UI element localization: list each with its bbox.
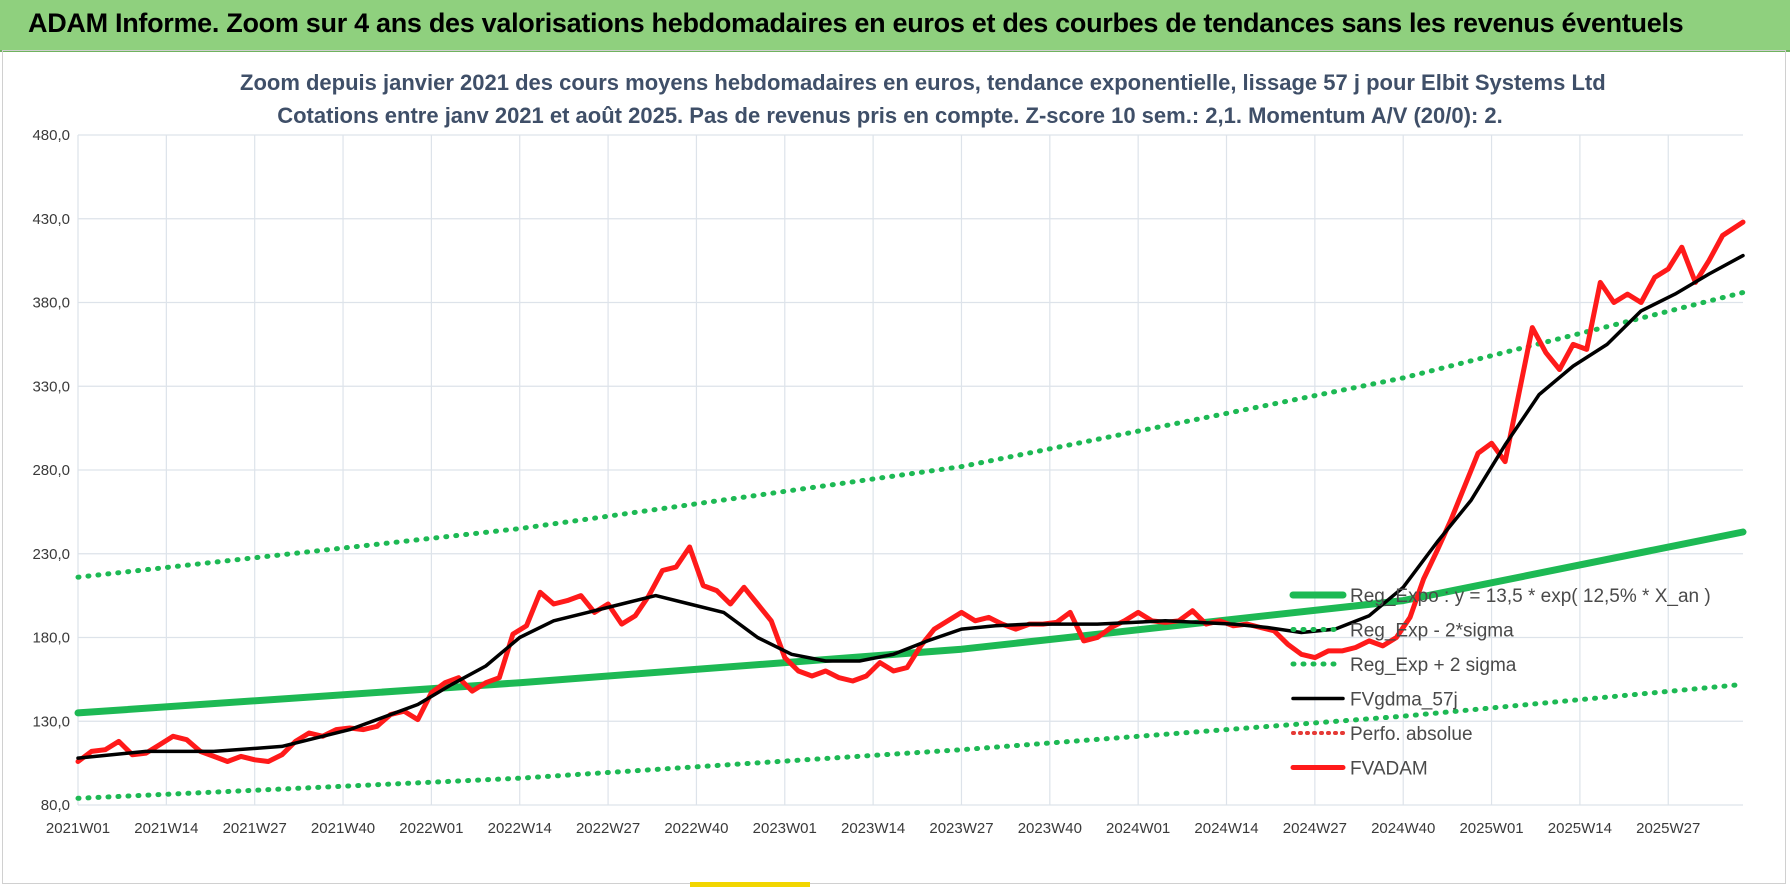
legend-label: Perfo. absolue bbox=[1350, 724, 1473, 745]
x-tick-label: 2025W01 bbox=[1459, 820, 1523, 837]
x-tick-label: 2022W14 bbox=[488, 820, 552, 837]
y-tick-label: 230,0 bbox=[32, 546, 70, 563]
x-tick-label: 2021W40 bbox=[311, 820, 375, 837]
legend-label: Reg_Expo : y = 13,5 * exp( 12,5% * X_an … bbox=[1350, 586, 1711, 607]
x-tick-label: 2021W14 bbox=[134, 820, 198, 837]
x-tick-label: 2024W40 bbox=[1371, 820, 1435, 837]
x-tick-label: 2023W40 bbox=[1018, 820, 1082, 837]
x-tick-label: 2024W01 bbox=[1106, 820, 1170, 837]
legend-label: FVgdma_57j bbox=[1350, 690, 1458, 711]
x-tick-label: 2023W14 bbox=[841, 820, 905, 837]
chart-title: Zoom depuis janvier 2021 des cours moyen… bbox=[240, 70, 1606, 95]
x-tick-label: 2023W27 bbox=[929, 820, 993, 837]
y-tick-label: 380,0 bbox=[32, 295, 70, 312]
legend-label: FVADAM bbox=[1350, 759, 1428, 780]
x-tick-label: 2023W01 bbox=[753, 820, 817, 837]
x-tick-label: 2024W14 bbox=[1194, 820, 1258, 837]
lower-band-line bbox=[75, 681, 1746, 801]
trend-line bbox=[74, 528, 1747, 717]
x-tick-label: 2021W27 bbox=[223, 820, 287, 837]
y-tick-label: 430,0 bbox=[32, 211, 70, 228]
x-tick-label: 2025W14 bbox=[1548, 820, 1612, 837]
chart-subtitle: Cotations entre janv 2021 et août 2025. … bbox=[277, 103, 1503, 128]
smoothed-line bbox=[76, 253, 1745, 760]
y-tick-label: 80,0 bbox=[41, 797, 70, 814]
decorative-strip bbox=[690, 882, 810, 887]
y-tick-label: 180,0 bbox=[32, 630, 70, 647]
y-tick-label: 280,0 bbox=[32, 462, 70, 479]
report-banner: ADAM Informe. Zoom sur 4 ans des valoris… bbox=[0, 0, 1790, 52]
legend-label: Reg_Exp + 2 sigma bbox=[1350, 655, 1517, 676]
y-tick-label: 480,0 bbox=[32, 127, 70, 144]
legend-label: Reg_Exp - 2*sigma bbox=[1350, 621, 1514, 642]
x-tick-label: 2025W27 bbox=[1636, 820, 1700, 837]
chart-frame bbox=[2, 50, 1786, 884]
x-tick-label: 2022W27 bbox=[576, 820, 640, 837]
x-tick-label: 2022W01 bbox=[399, 820, 463, 837]
x-tick-label: 2021W01 bbox=[46, 820, 110, 837]
y-tick-label: 330,0 bbox=[32, 378, 70, 395]
y-tick-label: 130,0 bbox=[32, 713, 70, 730]
upper-band-line bbox=[75, 290, 1746, 580]
x-tick-label: 2024W27 bbox=[1283, 820, 1347, 837]
x-tick-label: 2022W40 bbox=[664, 820, 728, 837]
report-title: ADAM Informe. Zoom sur 4 ans des valoris… bbox=[28, 8, 1684, 38]
